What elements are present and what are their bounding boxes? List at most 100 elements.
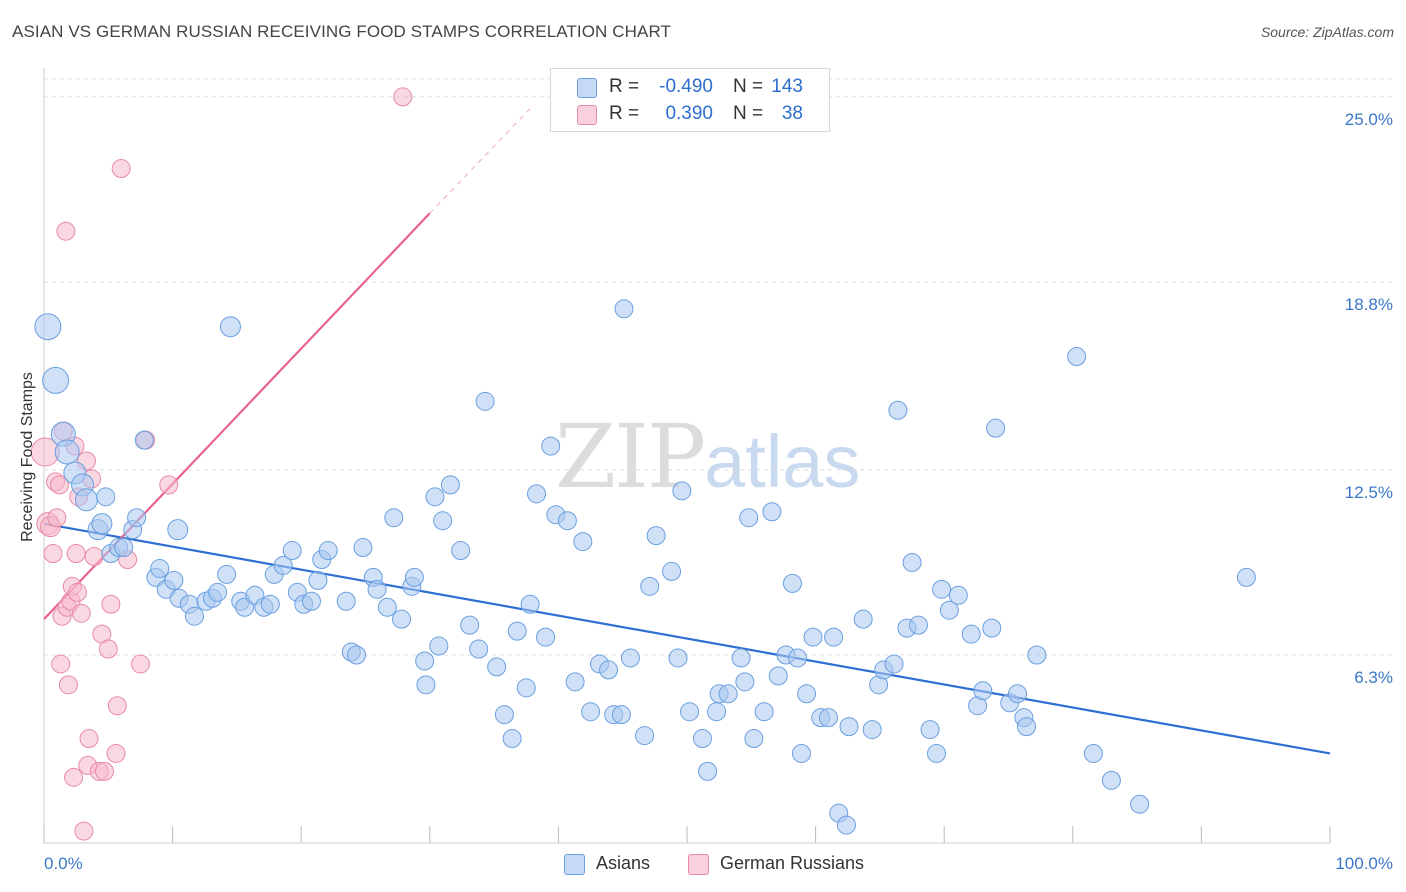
data-point-asians (762, 502, 782, 522)
data-point-german-russians (101, 594, 121, 614)
data-point-asians (308, 570, 328, 590)
data-point-german-russians (51, 654, 71, 674)
data-point-asians (184, 606, 204, 626)
data-point-german-russians (159, 475, 179, 495)
data-point-asians (888, 400, 908, 420)
data-point-asians (862, 720, 882, 740)
data-point-asians (475, 391, 495, 411)
trend-line-asians (43, 522, 1331, 755)
legend-n-label: N = (733, 103, 764, 124)
data-point-asians (961, 624, 981, 644)
data-point-asians (739, 508, 759, 528)
data-point-asians (260, 594, 280, 614)
legend-r-value: 0.390 (665, 103, 713, 124)
data-point-asians (754, 702, 774, 722)
data-point-asians (948, 585, 968, 605)
data-point-asians (692, 729, 712, 749)
data-point-asians (707, 702, 727, 722)
data-point-asians (932, 579, 952, 599)
data-point-asians (440, 475, 460, 495)
data-point-asians (982, 618, 1002, 638)
data-point-asians (791, 743, 811, 763)
data-point-german-russians (64, 767, 84, 787)
data-point-asians (282, 541, 302, 561)
data-point-asians (939, 600, 959, 620)
data-point-asians (433, 511, 453, 531)
y-axis-label: Receiving Food Stamps (19, 372, 36, 542)
data-point-asians (782, 573, 802, 593)
data-point-asians (451, 541, 471, 561)
trend-line-extension (429, 105, 534, 214)
data-point-asians (367, 579, 387, 599)
data-point-asians (469, 639, 489, 659)
data-point-asians (127, 508, 147, 528)
data-point-asians (502, 729, 522, 749)
data-point-asians (392, 609, 412, 629)
data-point-asians (346, 645, 366, 665)
data-point-german-russians (47, 508, 67, 528)
chart-title: ASIAN VS GERMAN RUSSIAN RECEIVING FOOD S… (12, 22, 672, 41)
legend-r-value: -0.490 (659, 76, 713, 97)
data-point-asians (902, 552, 922, 572)
data-point-asians (986, 418, 1006, 438)
data-point-german-russians (393, 87, 413, 107)
data-point-asians (541, 436, 561, 456)
legend-n-label: N = (733, 76, 764, 97)
data-point-german-russians (84, 547, 104, 566)
data-point-german-russians (98, 639, 118, 659)
data-point-german-russians (56, 221, 76, 241)
data-point-asians (1083, 743, 1103, 763)
data-point-asians (853, 609, 873, 629)
series-legend: Asians German Russians (0, 852, 1406, 878)
data-point-asians (557, 511, 577, 531)
data-point-german-russians (58, 675, 78, 695)
y-tick-label: 25.0% (1345, 110, 1393, 129)
data-point-asians (680, 702, 700, 722)
data-point-asians (611, 705, 631, 725)
data-point-german-russians (107, 696, 127, 716)
grid-lines (44, 78, 1394, 656)
data-point-asians (520, 594, 540, 614)
source-label: Source: ZipAtlas.com (1260, 24, 1394, 40)
data-point-asians (581, 702, 601, 722)
data-point-asians (731, 648, 751, 668)
x-tick-label: 0.0% (44, 854, 83, 873)
data-point-asians (96, 487, 116, 507)
legend-swatch-asians (577, 78, 597, 98)
data-point-asians (565, 672, 585, 692)
data-point-asians (42, 366, 70, 394)
data-point-asians (1017, 717, 1037, 737)
legend-swatch-german-russians (577, 105, 597, 125)
data-point-asians (301, 591, 321, 611)
legend-swatch-german-russians (688, 854, 709, 875)
legend-label-asians: Asians (596, 853, 651, 873)
data-point-asians (217, 564, 237, 584)
data-point-asians (150, 558, 170, 578)
data-point-asians (208, 582, 228, 602)
legend-row-german-russians: R = 0.390 N = 38 (551, 101, 829, 127)
data-point-asians (824, 627, 844, 647)
data-point-asians (1067, 347, 1087, 367)
data-point-asians (797, 684, 817, 704)
data-point-asians (91, 513, 113, 535)
data-point-asians (973, 681, 993, 701)
data-point-asians (536, 627, 556, 647)
legend-swatch-asians (564, 854, 585, 875)
data-point-asians (516, 678, 536, 698)
series-asians (34, 299, 1256, 835)
data-point-asians (635, 726, 655, 746)
legend-n-value: 38 (781, 103, 803, 124)
data-point-german-russians (130, 654, 150, 674)
data-point-asians (404, 567, 424, 587)
y-tick-label: 12.5% (1345, 483, 1393, 502)
data-point-asians (920, 720, 940, 740)
data-point-german-russians (111, 159, 131, 179)
data-point-asians (836, 815, 856, 835)
legend-r-label: R = (609, 76, 640, 97)
data-point-asians (167, 519, 189, 541)
legend-row-asians: R = -0.490 N = 143 (551, 74, 829, 100)
data-point-asians (460, 615, 480, 635)
data-point-asians (884, 654, 904, 674)
data-point-asians (494, 705, 514, 725)
